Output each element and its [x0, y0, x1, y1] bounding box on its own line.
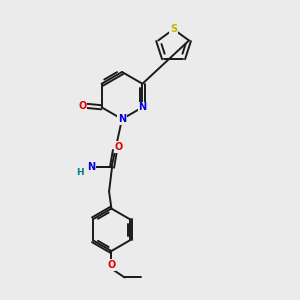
Text: O: O: [107, 260, 116, 270]
Text: S: S: [170, 24, 177, 34]
Text: H: H: [76, 168, 83, 177]
Text: N: N: [138, 102, 146, 112]
Text: N: N: [118, 114, 126, 124]
Text: O: O: [115, 142, 123, 152]
Text: O: O: [78, 101, 87, 111]
Text: N: N: [87, 162, 95, 172]
